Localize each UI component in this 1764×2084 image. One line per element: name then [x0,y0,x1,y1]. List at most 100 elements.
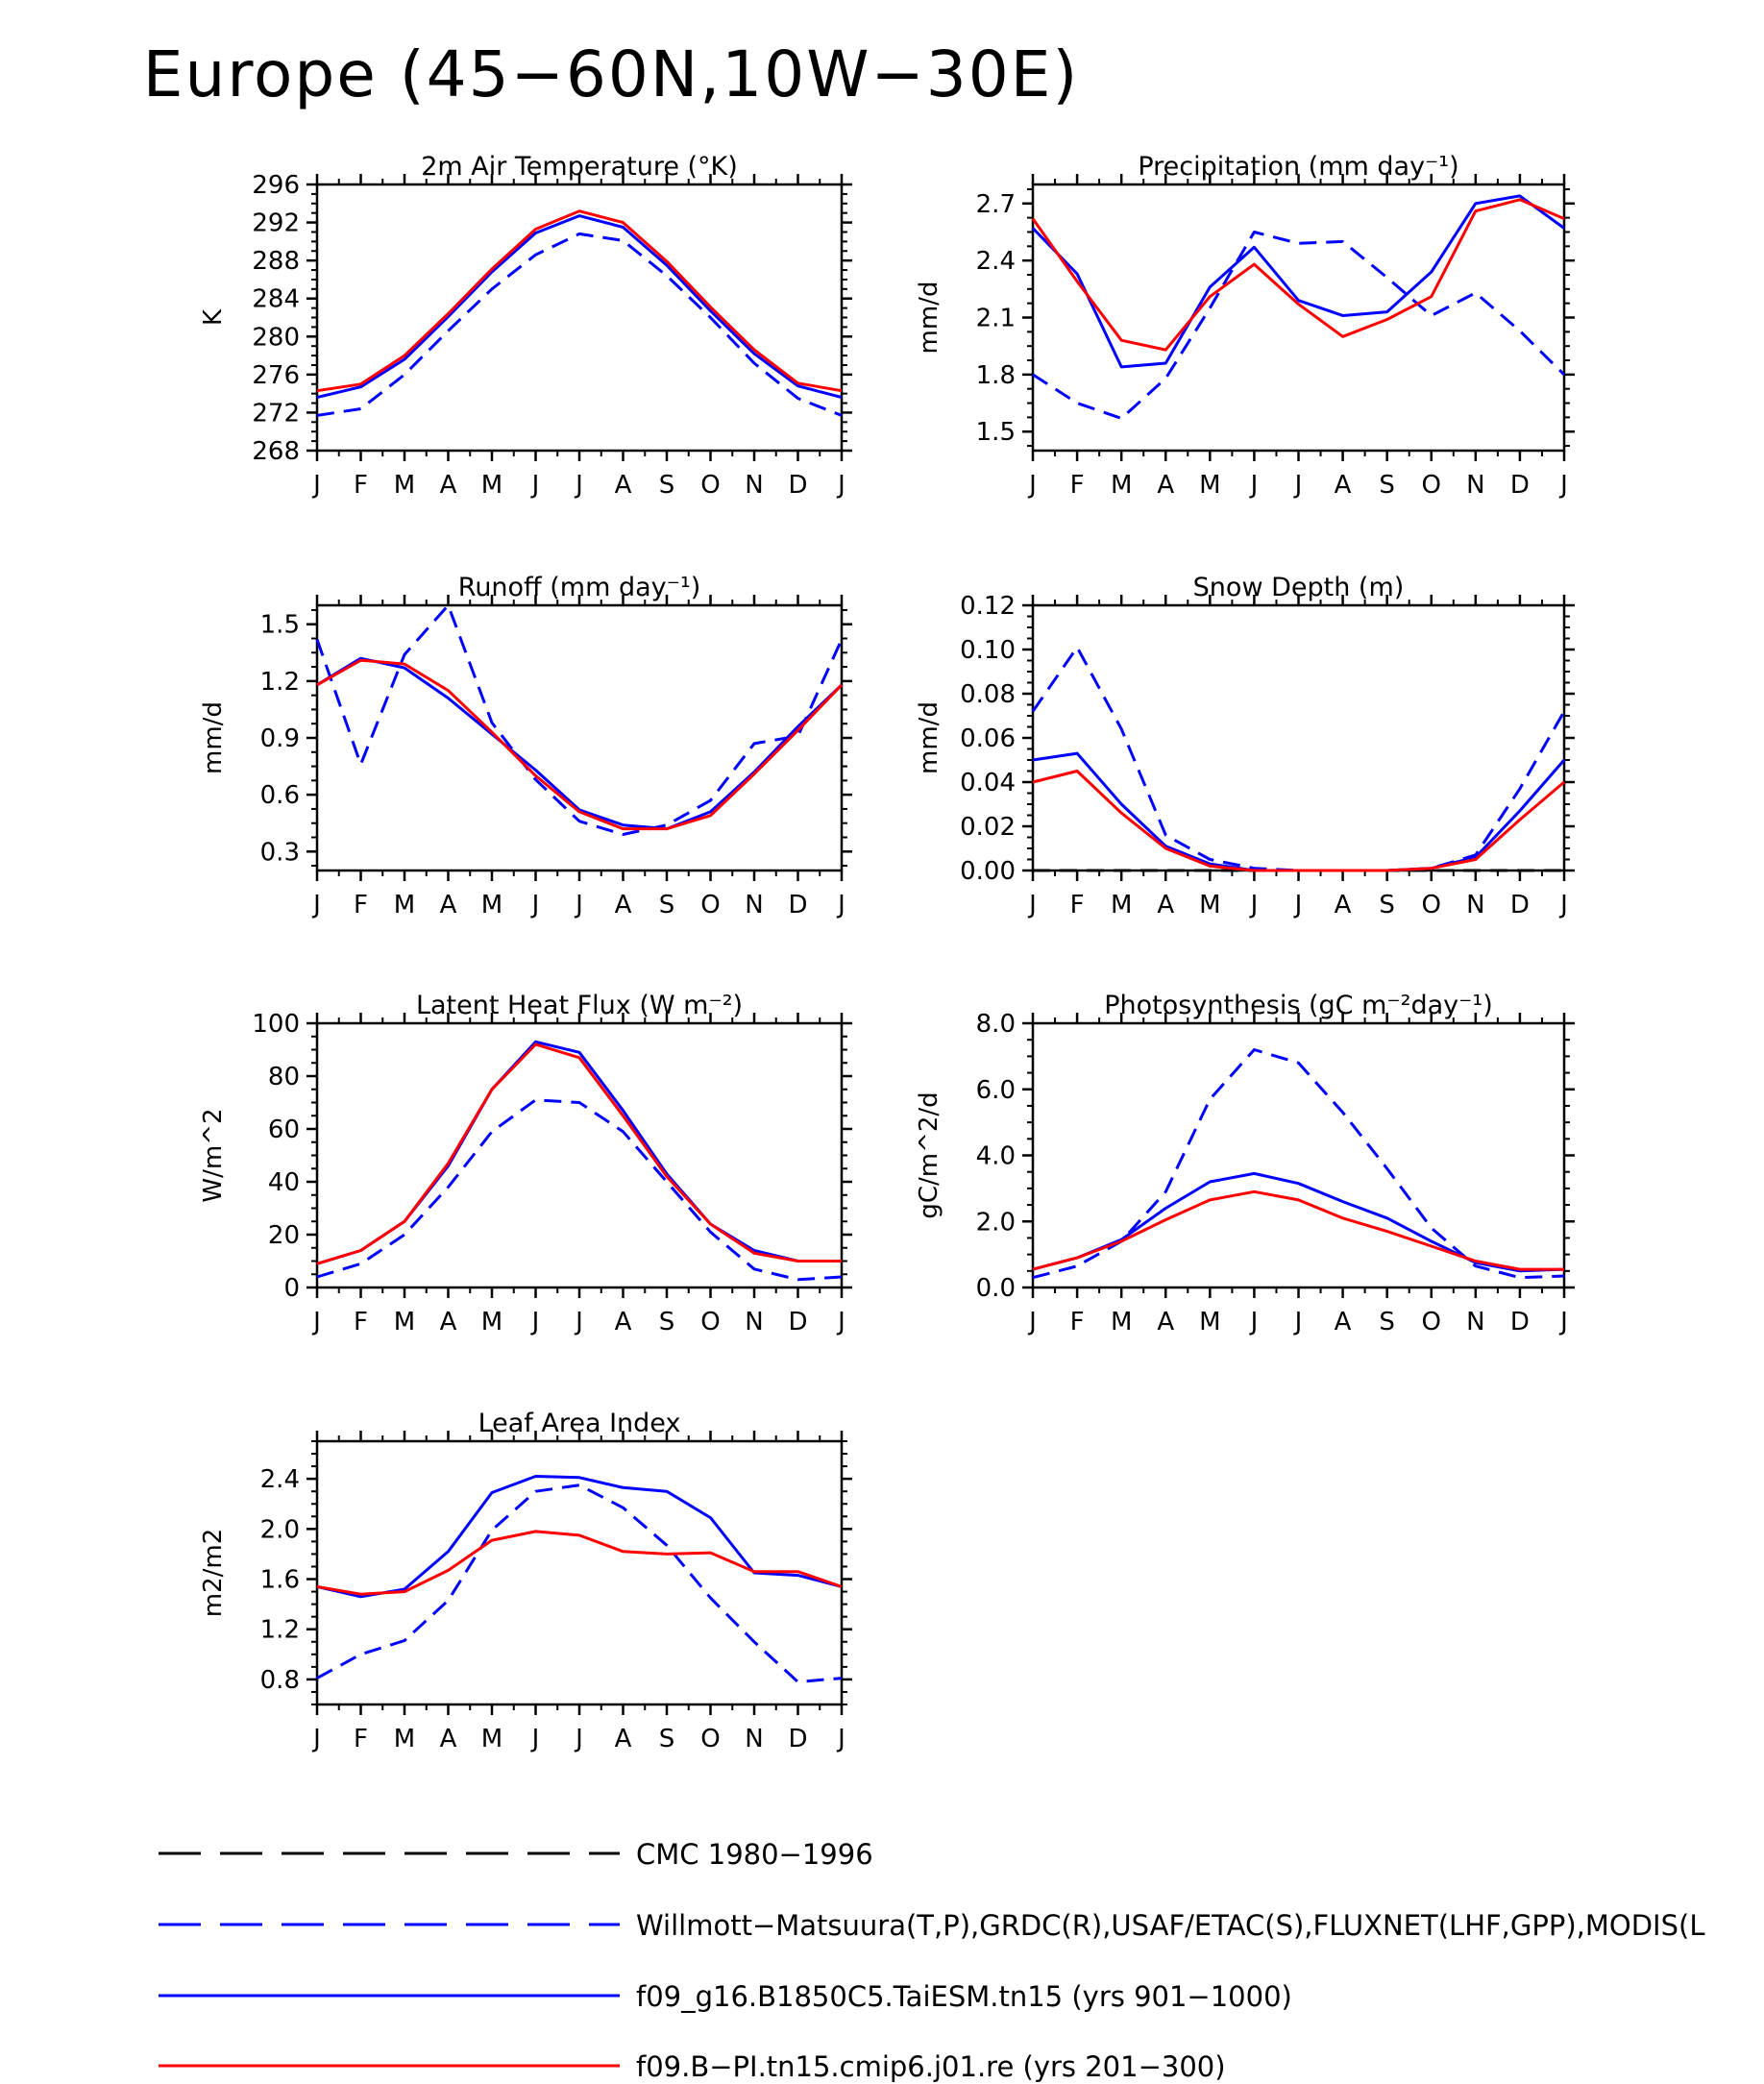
series-line-observations [1032,231,1566,420]
x-tick-label: M [481,471,502,500]
x-tick-label: J [1249,891,1259,919]
y-tick-label: 0.04 [960,769,1016,797]
x-tick-label: J [574,1725,583,1753]
x-tick-label: A [1157,471,1174,500]
x-tick-label: A [440,891,457,919]
legend: CMC 1980−1996 Willmott−Matsuura(T,P),GRDC… [159,1838,1705,2083]
series-line-cmip6-pi [316,658,844,831]
x-tick-label: J [311,891,321,919]
y-tick-label: 2.0 [260,1515,300,1544]
x-ticks [315,1431,844,1715]
series-line-observations [316,232,843,417]
y-tick-label: 8.0 [976,1010,1016,1039]
x-tick-label: J [836,891,845,919]
x-tick-label: J [836,1725,845,1753]
y-tick-label: 0.8 [260,1666,300,1695]
x-tick-label: N [745,891,763,919]
x-tick-label: O [700,891,720,919]
y-axis-label: W/m^2 [199,1108,228,1202]
y-ticks [1022,1021,1575,1289]
x-tick-label: O [1422,1308,1441,1336]
x-tick-label: F [1070,1308,1085,1336]
x-tick-label: D [788,1308,807,1336]
y-tick-label: 2.0 [976,1208,1016,1237]
y-tick-label: 1.2 [260,668,300,697]
x-tick-label: J [1558,891,1568,919]
y-ticks [1022,187,1575,448]
series-line-taiesm [1031,194,1565,369]
panel-latent-heat-flux-w-m: Latent Heat Flux (W m⁻²)J F M A M J J A S O N D J020… [199,991,852,1336]
x-ticks [1031,1013,1566,1298]
y-tick-label: 2.7 [976,190,1016,219]
y-tick-label: 1.5 [976,418,1016,447]
x-tick-label: D [788,891,807,919]
x-tick-label: J [1027,1308,1037,1336]
x-tick-label: J [311,1725,321,1753]
x-tick-label: A [440,1308,457,1336]
x-tick-label: J [836,1308,845,1336]
y-tick-label: 268 [252,437,300,466]
x-tick-label: F [354,471,368,500]
x-tick-label: A [615,1308,632,1336]
y-tick-label: 0.6 [260,781,300,810]
x-tick-label: F [1070,471,1085,500]
y-tick-label: 0.06 [960,724,1016,753]
x-ticks [315,595,844,881]
y-tick-label: 0.9 [260,724,300,753]
x-tick-label: A [615,1725,632,1753]
y-tick-label: 0.00 [960,857,1016,886]
y-tick-label: 272 [252,399,300,428]
x-tick-label: F [354,1725,368,1753]
series-line-observations [316,1098,843,1282]
plot-frame [315,183,844,453]
x-tick-label: M [1199,891,1220,919]
x-tick-label: O [700,471,720,500]
x-tick-label: N [745,471,763,500]
panel-runoff-mm-day: Runoff (mm day⁻¹)J F M A M J J A S O N D J0.30.60.91… [199,573,852,919]
x-tick-label: J [1027,471,1037,500]
x-tick-label: A [1335,471,1352,500]
y-ticks [1022,603,1575,872]
x-tick-label: M [1111,891,1132,919]
x-tick-label: J [311,471,321,500]
y-tick-label: 0.12 [960,592,1016,621]
x-tick-label: D [1510,1308,1530,1336]
x-tick-label: J [1293,471,1303,500]
series-line-observations [316,1483,843,1683]
y-ticks [306,1440,852,1705]
x-ticks [1031,174,1566,461]
x-tick-label: A [615,471,632,500]
series-line-cmip6-pi [1031,198,1565,352]
x-tick-label: S [659,1725,675,1753]
panels: 2m Air Temperature (°K)J F M A M J J A S O N D J2682… [199,152,1575,1753]
y-axis-label: mm/d [915,701,943,774]
x-tick-label: M [1199,1308,1220,1336]
y-tick-label: 276 [252,361,300,390]
x-tick-label: J [1293,1308,1303,1336]
y-tick-label: 2.4 [976,247,1016,276]
legend-label: CMC 1980−1996 [636,1838,873,1871]
x-tick-label: D [1510,471,1530,500]
x-tick-label: D [788,471,807,500]
y-tick-label: 0 [283,1274,300,1303]
panel-snow-depth-m: Snow Depth (m)J F M A M J J A S O N D J0.000.020.040… [915,573,1575,919]
x-tick-label: N [1466,471,1484,500]
figure-title: Europe (45−60N,10W−30E) [143,37,1079,111]
x-tick-label: J [530,1725,540,1753]
x-tick-label: S [1379,891,1395,919]
y-ticks [306,183,852,453]
y-tick-label: 4.0 [976,1142,1016,1171]
x-tick-label: D [1510,891,1530,919]
y-tick-label: 284 [252,285,300,314]
y-ticks [306,1021,852,1289]
plot-frame [1031,183,1566,453]
x-tick-label: J [836,471,845,500]
x-tick-label: N [745,1308,763,1336]
series-line-taiesm [1032,1171,1565,1273]
x-tick-label: A [1335,1308,1352,1336]
x-ticks [1031,595,1566,881]
x-tick-label: S [1379,1308,1395,1336]
plot-frame [315,1021,844,1289]
y-tick-label: 2.4 [260,1465,300,1494]
